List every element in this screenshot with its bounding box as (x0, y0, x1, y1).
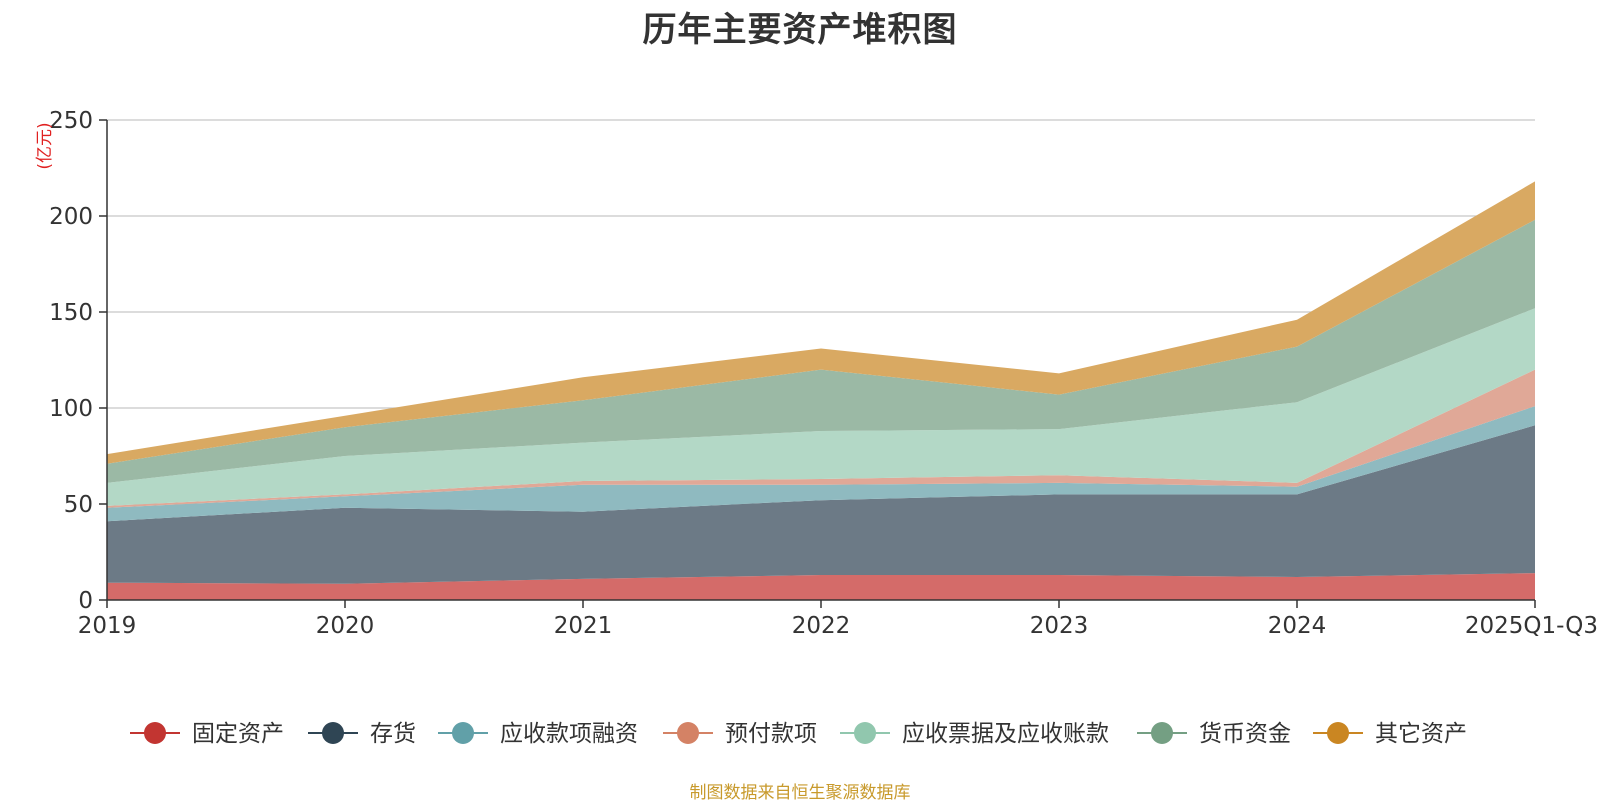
legend-marker-0 (144, 722, 166, 744)
legend-label-5: 货币资金 (1199, 721, 1291, 747)
x-tick-label-0: 2019 (78, 613, 137, 639)
source-note: 制图数据来自恒生聚源数据库 (0, 778, 1600, 803)
legend-item-4[interactable]: 应收票据及应收账款 (840, 721, 1109, 747)
legend-marker-5 (1151, 722, 1173, 744)
legend-label-1: 存货 (370, 721, 416, 747)
legend-item-0[interactable]: 固定资产 (130, 721, 284, 747)
legend-label-6: 其它资产 (1375, 721, 1467, 747)
x-tick-label-3: 2022 (792, 613, 851, 639)
legend[interactable]: 固定资产 存货 应收款项融资 预付款项 应收票据及应收账款 货币资金 其它资产 (130, 721, 1467, 747)
x-tick-label-6: 2025Q1-Q3 (1465, 613, 1598, 639)
x-tick-label-4: 2023 (1030, 613, 1089, 639)
legend-item-2[interactable]: 应收款项融资 (438, 721, 638, 747)
legend-marker-1 (322, 722, 344, 744)
y-tick-label-4: 200 (49, 204, 93, 230)
legend-marker-3 (677, 722, 699, 744)
y-tick-label-1: 50 (64, 492, 93, 518)
x-tick-label-5: 2024 (1268, 613, 1327, 639)
legend-label-0: 固定资产 (192, 721, 284, 747)
legend-label-3: 预付款项 (725, 721, 817, 747)
legend-item-6[interactable]: 其它资产 (1313, 721, 1467, 747)
x-tick-label-1: 2020 (316, 613, 375, 639)
legend-marker-6 (1327, 722, 1349, 744)
legend-item-5[interactable]: 货币资金 (1137, 721, 1291, 747)
legend-item-3[interactable]: 预付款项 (663, 721, 817, 747)
area-series (107, 181, 1535, 600)
y-tick-label-2: 100 (49, 396, 93, 422)
legend-marker-4 (854, 722, 876, 744)
y-tick-label-3: 150 (49, 300, 93, 326)
legend-marker-2 (452, 722, 474, 744)
legend-label-4: 应收票据及应收账款 (902, 721, 1109, 747)
legend-label-2: 应收款项融资 (500, 721, 638, 747)
y-tick-label-5: 250 (49, 108, 93, 134)
x-tick-label-2: 2021 (554, 613, 613, 639)
y-axis-unit-label: (亿元) (35, 122, 55, 169)
legend-item-1[interactable]: 存货 (308, 721, 416, 747)
y-tick-label-0: 0 (78, 588, 93, 614)
